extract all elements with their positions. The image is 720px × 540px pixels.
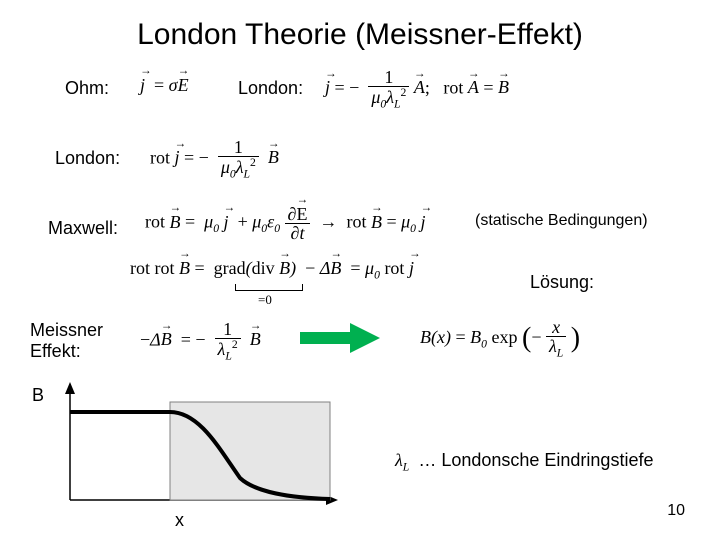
note-solution: Lösung: <box>530 272 594 293</box>
eq-london-2: rot j = − 1μ0λL2 B <box>150 138 279 180</box>
label-meissner: Meissner Effekt: <box>30 320 103 362</box>
eq-meissner-rhs: B(x) = B0 exp (− xλL ) <box>420 318 580 359</box>
implies-arrow-icon <box>300 323 380 353</box>
note-static: (statische Bedingungen) <box>475 212 648 230</box>
eq-meissner-lhs: −ΔB = − 1λL2 B <box>140 320 261 362</box>
label-maxwell: Maxwell: <box>48 218 118 239</box>
label-london-1: London: <box>238 78 303 99</box>
eq-maxwell: rot B = μ0 j + μ0ε0 ∂E∂t → rot B = μ0 j <box>145 205 426 242</box>
underbrace <box>235 284 303 291</box>
label-ohm: Ohm: <box>65 78 109 99</box>
label-london-2: London: <box>55 148 120 169</box>
eq-rotrot: rot rot B = grad(div B) − ΔB = μ0 rot j <box>130 258 414 282</box>
field-decay-plot <box>30 380 350 530</box>
eq-ohm: j = σE <box>140 75 189 96</box>
eq-london-1: j = − 1μ0λL2 A; rot A = B <box>325 68 509 110</box>
lambda-note: λL … Londonsche Eindringstiefe <box>395 450 653 474</box>
plot-x-label: x <box>175 510 184 531</box>
slide-title: London Theorie (Meissner-Effekt) <box>0 18 720 52</box>
underbrace-label: =0 <box>258 292 272 308</box>
page-number: 10 <box>667 502 685 520</box>
